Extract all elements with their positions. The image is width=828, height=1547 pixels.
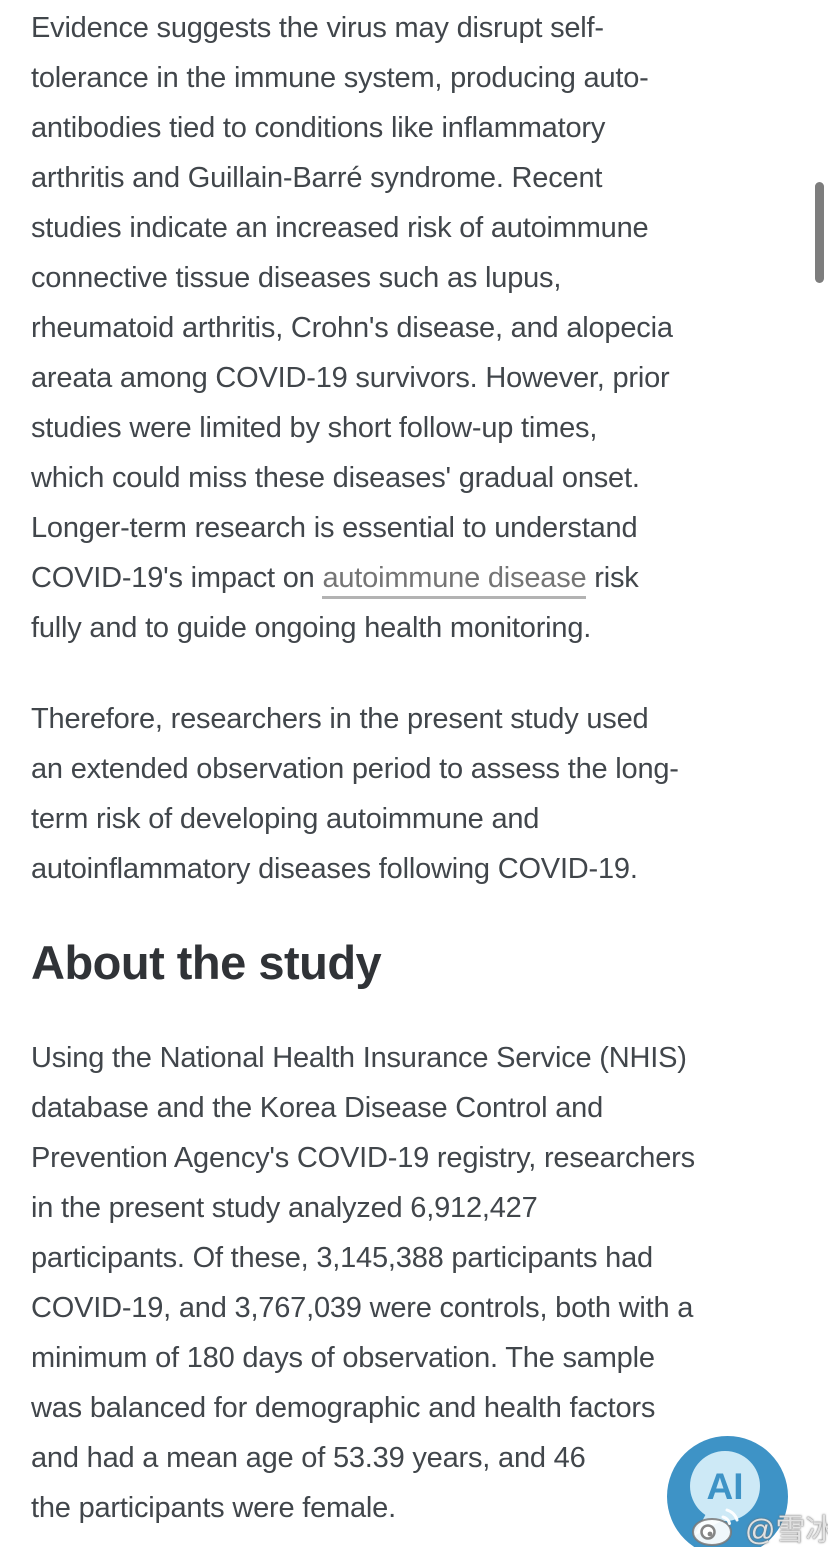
paragraph-intro-after-link: risk fully and to guide ongoing health m…	[31, 562, 639, 644]
section-heading: About the study	[31, 936, 382, 989]
ai-assistant-icon: AI	[667, 1436, 788, 1547]
watermark: @雪冰杰	[690, 1505, 828, 1547]
scrollbar-thumb[interactable]	[815, 182, 824, 283]
weibo-eye-icon	[691, 1508, 739, 1547]
autoimmune-disease-link[interactable]: autoimmune disease	[322, 562, 587, 599]
paragraph-intro-before-link: Evidence suggests the virus may disrupt …	[31, 12, 673, 594]
watermark-text: @雪冰杰	[745, 1514, 828, 1547]
paragraph-study: Using the National Health Insurance Serv…	[31, 1042, 695, 1524]
ai-button-label: AI	[707, 1466, 744, 1507]
article-content: Evidence suggests the virus may disrupt …	[31, 3, 811, 1547]
paragraph-therefore: Therefore, researchers in the present st…	[31, 703, 679, 885]
ai-assistant-button[interactable]: AI	[667, 1436, 788, 1547]
paragraph-intro: Evidence suggests the virus may disrupt …	[31, 3, 811, 653]
